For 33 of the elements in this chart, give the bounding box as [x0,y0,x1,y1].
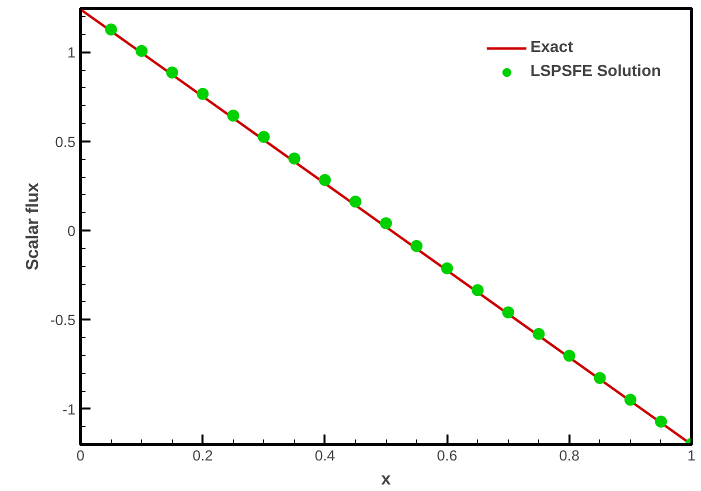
y-tick-label: 0 [67,224,76,240]
y-tick-label: 0.5 [55,134,76,151]
point [594,372,606,384]
y-axis-title: Scalar flux [22,182,42,270]
y-tick-label: -0.5 [50,313,76,330]
point [227,110,240,122]
point [166,66,178,79]
x-tick-label: 0.6 [436,448,458,464]
point [349,196,362,208]
point [441,262,454,274]
point [380,217,392,230]
point [288,152,300,164]
x-tick-label: 0.4 [314,448,336,464]
x-tick-label: 0.8 [559,448,580,464]
x-axis-title: x [381,468,392,488]
point [532,328,545,340]
x-tick-label: 1 [687,448,696,464]
point [624,394,636,406]
point [502,306,514,318]
legend-label: LSPSFE Solution [530,63,661,81]
y-tick-label: -1 [62,402,76,418]
point [258,130,270,143]
point [472,284,484,296]
point [563,350,576,362]
point [196,88,209,100]
y-tick-label: 1 [67,46,76,62]
point [105,24,118,36]
point [410,240,423,252]
x-tick-label: 0.2 [192,448,213,464]
point [318,174,331,186]
legend-label: Exact [530,39,574,57]
point [136,44,148,57]
point [654,416,667,428]
